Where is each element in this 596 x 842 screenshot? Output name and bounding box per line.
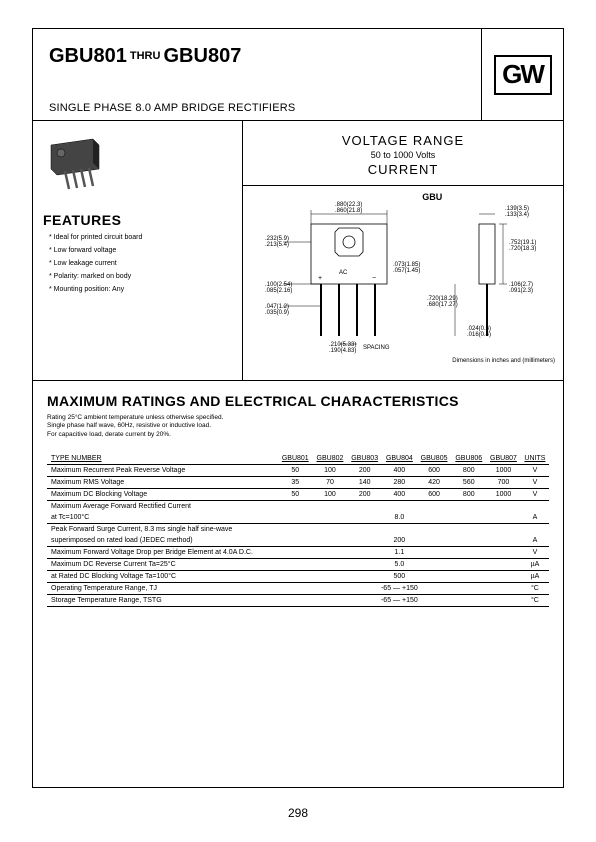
ratings-note: Single phase half wave, 60Hz, resistive …	[47, 422, 549, 430]
features-heading: FEATURES	[43, 212, 232, 228]
table-row: Maximum Recurrent Peak Reverse Voltage50…	[47, 465, 549, 477]
ratings-heading: MAXIMUM RATINGS AND ELECTRICAL CHARACTER…	[47, 393, 549, 409]
table-row: Peak Forward Surge Current, 8.3 ms singl…	[47, 524, 549, 536]
datasheet-frame: GBU801 THRU GBU807 SINGLE PHASE 8.0 AMP …	[32, 28, 564, 788]
voltage-block: VOLTAGE RANGE 50 to 1000 Volts CURRENT	[243, 121, 563, 186]
feature-item: * Low forward voltage	[49, 247, 232, 254]
ac-label: AC	[339, 270, 347, 276]
dim-label: SPACING	[363, 345, 390, 351]
part-from: GBU801	[49, 45, 127, 67]
ratings-section: MAXIMUM RATINGS AND ELECTRICAL CHARACTER…	[33, 381, 563, 619]
feature-item: * Low leakage current	[49, 260, 232, 267]
col-head: GBU804	[382, 453, 417, 465]
table-row: Storage Temperature Range, TSTG-65 — +15…	[47, 595, 549, 607]
col-head: GBU802	[313, 453, 348, 465]
col-units: UNITS	[521, 453, 549, 465]
ratings-notes: Rating 25°C ambient temperature unless o…	[47, 414, 549, 439]
table-row: Maximum DC Reverse Current Ta=25°C5.0µA	[47, 559, 549, 571]
feature-item: * Ideal for printed circuit board	[49, 234, 232, 241]
dim-label: .860(21.8)	[335, 208, 362, 214]
thru-word: THRU	[130, 50, 161, 62]
col-head: GBU803	[347, 453, 382, 465]
dimension-footer: Dimensions in inches and (millimeters)	[452, 358, 555, 364]
dim-label: .016(0.4)	[467, 332, 491, 338]
ratings-note: For capacitive load, derate current by 2…	[47, 431, 549, 439]
package-type-label: GBU	[422, 192, 442, 202]
svg-text:−: −	[372, 275, 376, 282]
voltage-range-value: 50 to 1000 Volts	[243, 150, 563, 160]
dim-label: .085(2.16)	[265, 288, 292, 294]
table-row: Maximum RMS Voltage3570140280420560700V	[47, 477, 549, 489]
table-row: at Tc=100°C8.0A	[47, 512, 549, 524]
page-number: 298	[32, 806, 564, 820]
feature-item: * Polarity: marked on body	[49, 273, 232, 280]
specs-table: TYPE NUMBER GBU801 GBU802 GBU803 GBU804 …	[47, 453, 549, 607]
table-row: superimposed on rated load (JEDEC method…	[47, 535, 549, 547]
col-head: GBU806	[451, 453, 486, 465]
voltage-diagram-cell: VOLTAGE RANGE 50 to 1000 Volts CURRENT G…	[243, 121, 563, 380]
manufacturer-logo: GW	[494, 55, 552, 95]
dimension-diagram: GBU + −	[243, 186, 563, 366]
current-title: CURRENT	[243, 162, 563, 177]
voltage-range-title: VOLTAGE RANGE	[243, 133, 563, 148]
col-head: GBU805	[417, 453, 452, 465]
part-title: GBU801 THRU GBU807	[49, 45, 465, 68]
table-row: at Rated DC Blocking Voltage Ta=100°C500…	[47, 571, 549, 583]
feature-item: * Mounting position: Any	[49, 286, 232, 293]
ratings-note: Rating 25°C ambient temperature unless o…	[47, 414, 549, 422]
mid-row: FEATURES * Ideal for printed circuit boa…	[33, 121, 563, 381]
dim-label: .057(1.45)	[393, 268, 420, 274]
logo-cell: GW	[481, 29, 563, 120]
col-type: TYPE NUMBER	[47, 453, 278, 465]
table-row: Maximum DC Blocking Voltage5010020040060…	[47, 489, 549, 501]
dim-label: .091(2.3)	[509, 288, 533, 294]
header-row: GBU801 THRU GBU807 SINGLE PHASE 8.0 AMP …	[33, 29, 563, 121]
dim-label: .133(3.4)	[505, 212, 529, 218]
package-drawing	[43, 131, 123, 191]
table-row: Maximum Average Forward Rectified Curren…	[47, 501, 549, 513]
dim-label: .035(0.9)	[265, 310, 289, 316]
dim-label: .213(5.4)	[265, 242, 289, 248]
col-head: GBU807	[486, 453, 521, 465]
dim-label: .680(17.27)	[427, 302, 458, 308]
subtitle: SINGLE PHASE 8.0 AMP BRIDGE RECTIFIERS	[49, 102, 465, 114]
features-cell: FEATURES * Ideal for printed circuit boa…	[33, 121, 243, 380]
title-cell: GBU801 THRU GBU807 SINGLE PHASE 8.0 AMP …	[33, 29, 481, 120]
col-head: GBU801	[278, 453, 313, 465]
part-to: GBU807	[164, 45, 242, 67]
svg-text:+: +	[318, 275, 322, 282]
table-row: Maximum Forward Voltage Drop per Bridge …	[47, 547, 549, 559]
table-header-row: TYPE NUMBER GBU801 GBU802 GBU803 GBU804 …	[47, 453, 549, 465]
table-row: Operating Temperature Range, TJ-65 — +15…	[47, 583, 549, 595]
dim-label: .190(4.83)	[329, 348, 356, 354]
dim-label: .720(18.3)	[509, 246, 536, 252]
